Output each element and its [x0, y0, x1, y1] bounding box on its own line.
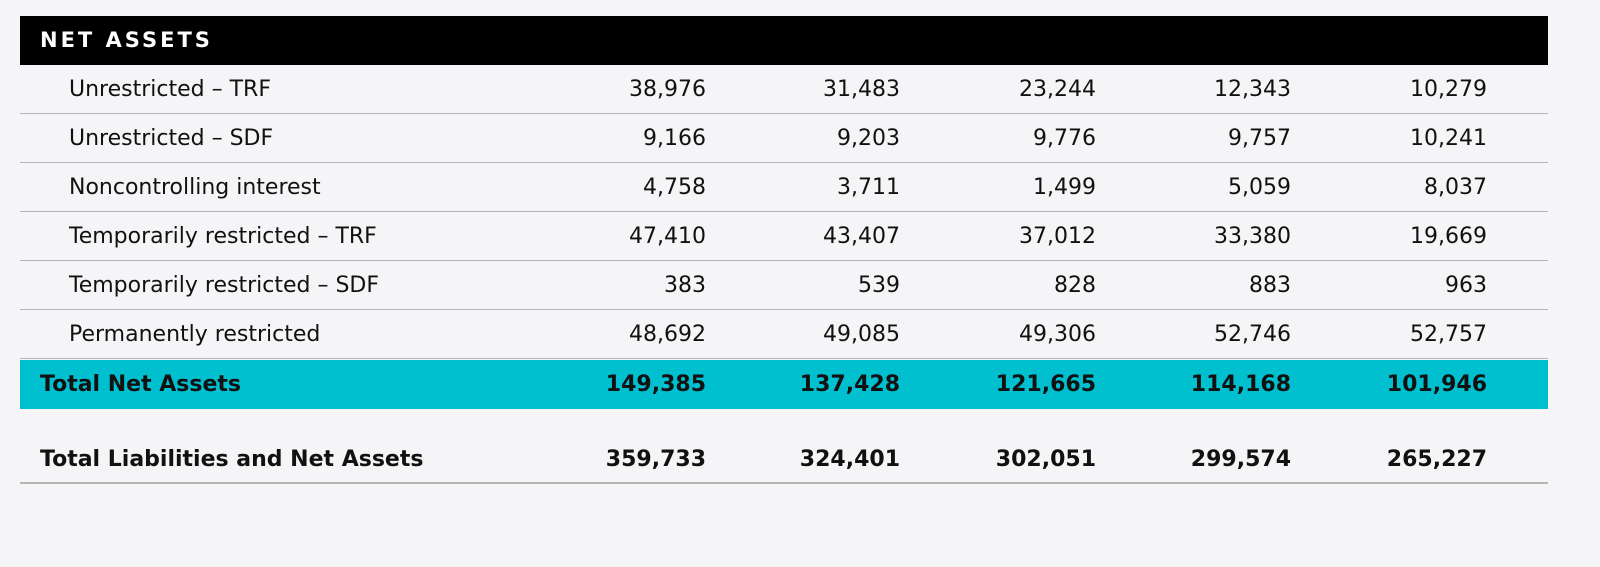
row-label: Temporarily restricted – SDF — [69, 273, 380, 298]
cell-value: 359,733 — [605, 447, 706, 472]
cell-value: 265,227 — [1386, 447, 1487, 472]
cell-value: 31,483 — [823, 77, 900, 102]
cell-value: 149,385 — [605, 372, 706, 397]
row-label: Permanently restricted — [69, 322, 321, 347]
cell-value: 9,776 — [1033, 126, 1096, 151]
cell-value: 9,203 — [837, 126, 900, 151]
cell-value: 9,757 — [1228, 126, 1291, 151]
cell-value: 3,711 — [837, 175, 900, 200]
section-header: NET ASSETS — [20, 16, 1548, 65]
cell-value: 10,279 — [1410, 77, 1487, 102]
cell-value: 324,401 — [799, 447, 900, 472]
table-row: Total Net Assets 149,385 137,428 121,665 114… — [20, 360, 1548, 409]
row-label: Unrestricted – TRF — [69, 77, 271, 102]
cell-value: 19,669 — [1410, 224, 1487, 249]
cell-value: 43,407 — [823, 224, 900, 249]
cell-value: 883 — [1249, 273, 1291, 298]
table-row: Temporarily restricted – SDF 383 539 828 883… — [20, 261, 1548, 310]
cell-value: 37,012 — [1019, 224, 1096, 249]
cell-value: 1,499 — [1033, 175, 1096, 200]
row-label: Unrestricted – SDF — [69, 126, 274, 151]
table-row: Unrestricted – TRF 38,976 31,483 23,244 12,3… — [20, 65, 1548, 114]
cell-value: 4,758 — [643, 175, 706, 200]
cell-value: 10,241 — [1410, 126, 1487, 151]
cell-value: 101,946 — [1386, 372, 1487, 397]
cell-value: 828 — [1054, 273, 1096, 298]
cell-value: 49,306 — [1019, 322, 1096, 347]
row-label: Noncontrolling interest — [69, 175, 321, 200]
table-row: Temporarily restricted – TRF 47,410 43,407… — [20, 212, 1548, 261]
cell-value: 121,665 — [995, 372, 1096, 397]
cell-value: 48,692 — [629, 322, 706, 347]
net-assets-table: NET ASSETS Unrestricted – TRF 38,976 31,48… — [20, 16, 1548, 486]
cell-value: 137,428 — [799, 372, 900, 397]
cell-value: 52,757 — [1410, 322, 1487, 347]
cell-value: 539 — [858, 273, 900, 298]
cell-value: 302,051 — [995, 447, 1096, 472]
cell-value: 49,085 — [823, 322, 900, 347]
cell-value: 299,574 — [1190, 447, 1291, 472]
section-title: NET ASSETS — [40, 28, 213, 52]
row-label: Temporarily restricted – TRF — [69, 224, 377, 249]
row-label: Total Liabilities and Net Assets — [40, 447, 424, 472]
cell-value: 52,746 — [1214, 322, 1291, 347]
cell-value: 9,166 — [643, 126, 706, 151]
cell-value: 12,343 — [1214, 77, 1291, 102]
cell-value: 5,059 — [1228, 175, 1291, 200]
table-row: Permanently restricted 48,692 49,085 49,306… — [20, 310, 1548, 359]
cell-value: 47,410 — [629, 224, 706, 249]
cell-value: 33,380 — [1214, 224, 1291, 249]
row-label: Total Net Assets — [40, 372, 242, 397]
cell-value: 23,244 — [1019, 77, 1096, 102]
table-row: Total Liabilities and Net Assets 359,733 3… — [20, 435, 1548, 484]
cell-value: 8,037 — [1424, 175, 1487, 200]
cell-value: 383 — [664, 273, 706, 298]
cell-value: 114,168 — [1190, 372, 1291, 397]
cell-value: 963 — [1445, 273, 1487, 298]
cell-value: 38,976 — [629, 77, 706, 102]
table-row: Noncontrolling interest 4,758 3,711 1,499 5,… — [20, 163, 1548, 212]
table-row: Unrestricted – SDF 9,166 9,203 9,776 9,757 10… — [20, 114, 1548, 163]
